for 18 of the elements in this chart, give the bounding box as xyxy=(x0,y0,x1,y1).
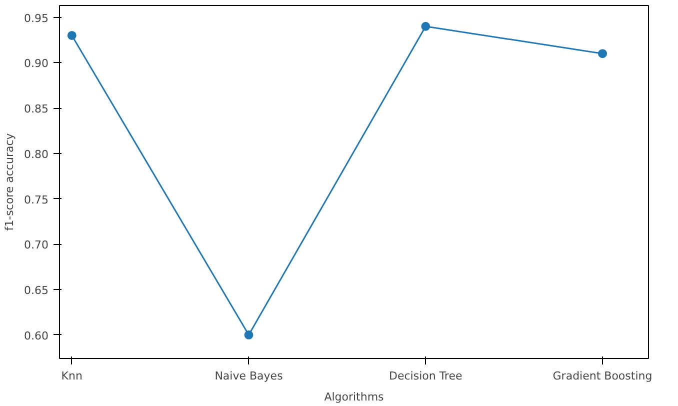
y-tick-label: 0.90 xyxy=(24,57,49,70)
y-tick-label: 0.75 xyxy=(24,193,49,206)
y-tick-label: 0.65 xyxy=(24,284,49,298)
y-axis-title: f1-score accuracy xyxy=(3,132,16,231)
y-tick-label: 0.60 xyxy=(24,329,49,342)
x-axis-title: Algorithms xyxy=(324,390,384,404)
point xyxy=(67,30,76,40)
y-tick-label: 0.85 xyxy=(24,102,49,116)
x-tick-label: Naive Bayes xyxy=(214,370,284,382)
x-tick-label: Knn xyxy=(61,370,82,382)
point xyxy=(421,22,430,31)
point xyxy=(598,49,608,58)
x-tick-label: Gradient Boosting xyxy=(552,370,652,382)
point xyxy=(244,330,254,340)
y-tick-label: 0.80 xyxy=(24,148,49,161)
y-tick-label: 0.70 xyxy=(24,238,49,252)
y-tick-label: 0.95 xyxy=(24,12,49,25)
x-tick-label: Decision Tree xyxy=(389,370,462,382)
